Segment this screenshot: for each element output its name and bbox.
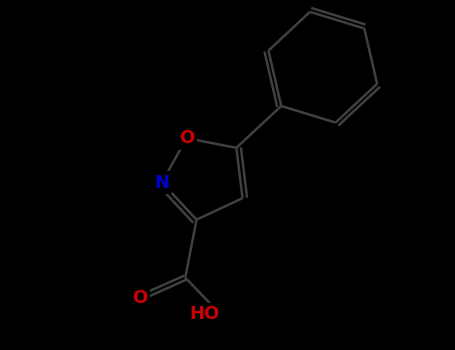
Text: N: N (154, 174, 169, 191)
Text: O: O (179, 129, 194, 147)
Text: HO: HO (190, 304, 220, 323)
Text: O: O (132, 289, 147, 307)
